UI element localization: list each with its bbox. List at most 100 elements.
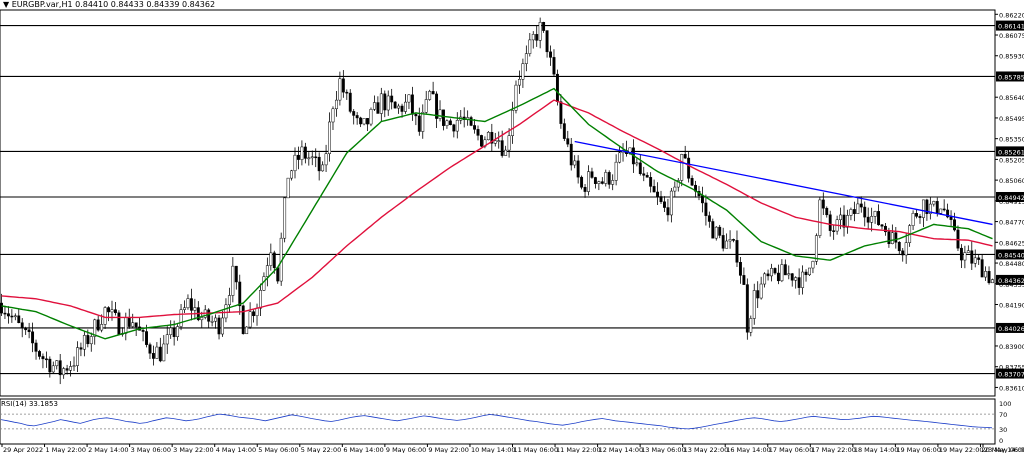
candle — [445, 120, 449, 126]
candle — [69, 366, 73, 371]
level-label: 0.86141 — [998, 23, 1024, 31]
candle — [0, 302, 3, 314]
candle — [583, 187, 587, 192]
candle — [604, 172, 608, 184]
candle — [17, 315, 21, 323]
candle — [607, 172, 611, 185]
candle — [669, 190, 673, 216]
level-label-box — [996, 146, 1024, 157]
candle — [183, 307, 186, 310]
candle — [493, 140, 497, 144]
price-tick-label: 0.86075 — [999, 32, 1024, 40]
candle — [884, 225, 887, 233]
candle — [776, 272, 780, 282]
candle — [973, 257, 977, 264]
candle — [804, 271, 808, 276]
candle — [846, 215, 849, 228]
candle — [732, 239, 735, 241]
candle — [763, 273, 767, 285]
candle — [877, 211, 881, 226]
price-tick-label: 0.84190 — [999, 302, 1024, 310]
candle — [324, 153, 328, 166]
candle — [752, 290, 756, 319]
candle — [252, 311, 256, 317]
candle — [41, 356, 45, 360]
candle — [338, 78, 342, 101]
candle — [231, 265, 235, 296]
candle — [145, 331, 148, 345]
candle — [286, 177, 290, 199]
candle — [107, 307, 110, 313]
candle — [859, 203, 863, 208]
candle — [248, 311, 252, 328]
candle — [690, 178, 694, 186]
candle — [410, 94, 414, 115]
candle — [72, 365, 76, 367]
trendline[interactable] — [574, 140, 993, 226]
rsi-pane[interactable]: 100 70 30 0 — [0, 398, 1011, 445]
candle — [234, 265, 238, 283]
candle — [51, 365, 55, 373]
candle — [127, 317, 131, 327]
candle — [890, 232, 894, 244]
level-label: 0.84540 — [998, 251, 1024, 259]
candle — [334, 99, 338, 110]
candle — [811, 261, 815, 269]
price-pane[interactable] — [0, 9, 996, 397]
candle — [390, 95, 394, 103]
candle — [497, 140, 501, 142]
candle — [528, 39, 532, 54]
time-tick-label: 17 May 06:00 — [769, 446, 814, 453]
candle — [587, 171, 590, 192]
candle — [379, 93, 383, 114]
candle — [383, 93, 387, 111]
candle — [27, 329, 31, 333]
candle — [362, 118, 366, 125]
candle — [93, 319, 97, 337]
candle — [207, 309, 211, 322]
candle — [680, 154, 684, 181]
level-label-box — [996, 249, 1024, 260]
level-label: 0.85785 — [998, 73, 1024, 81]
candle — [783, 264, 787, 276]
time-tick-label: 16 May 14:00 — [726, 446, 771, 453]
candle — [172, 327, 176, 337]
collapse-triangle-icon[interactable]: ▼ — [3, 0, 10, 9]
candle — [576, 160, 580, 178]
candle — [821, 199, 825, 209]
time-tick-label: 5 May 06:00 — [258, 446, 298, 453]
candle — [155, 346, 159, 359]
candle — [880, 224, 884, 227]
level-label: 0.85261 — [998, 148, 1024, 156]
candle — [417, 115, 421, 132]
candle — [939, 208, 943, 214]
level-label-box — [996, 322, 1024, 333]
candle — [110, 309, 114, 313]
price-tick-label: 0.84480 — [999, 260, 1024, 268]
candle — [79, 347, 83, 350]
candle — [597, 181, 601, 184]
candle — [442, 109, 445, 126]
time-tick-label: 9 May 22:00 — [428, 446, 468, 453]
candle — [259, 290, 262, 309]
candle — [397, 105, 401, 109]
candle — [186, 298, 190, 309]
time-tick-label: 3 May 06:00 — [131, 446, 171, 453]
candle — [683, 154, 687, 159]
candle — [13, 315, 17, 318]
level-label-box — [996, 20, 1024, 31]
time-tick-label: 11 May 06:00 — [514, 446, 559, 453]
candle — [376, 102, 380, 114]
candle — [162, 343, 166, 362]
candle — [58, 360, 62, 376]
candle — [38, 351, 41, 357]
candle — [428, 91, 432, 100]
price-tick-label: 0.85495 — [999, 115, 1024, 123]
candle — [414, 114, 418, 117]
candle — [863, 206, 867, 218]
candle — [314, 156, 318, 159]
candle — [404, 101, 407, 112]
candle — [742, 275, 746, 285]
candle — [645, 175, 649, 178]
